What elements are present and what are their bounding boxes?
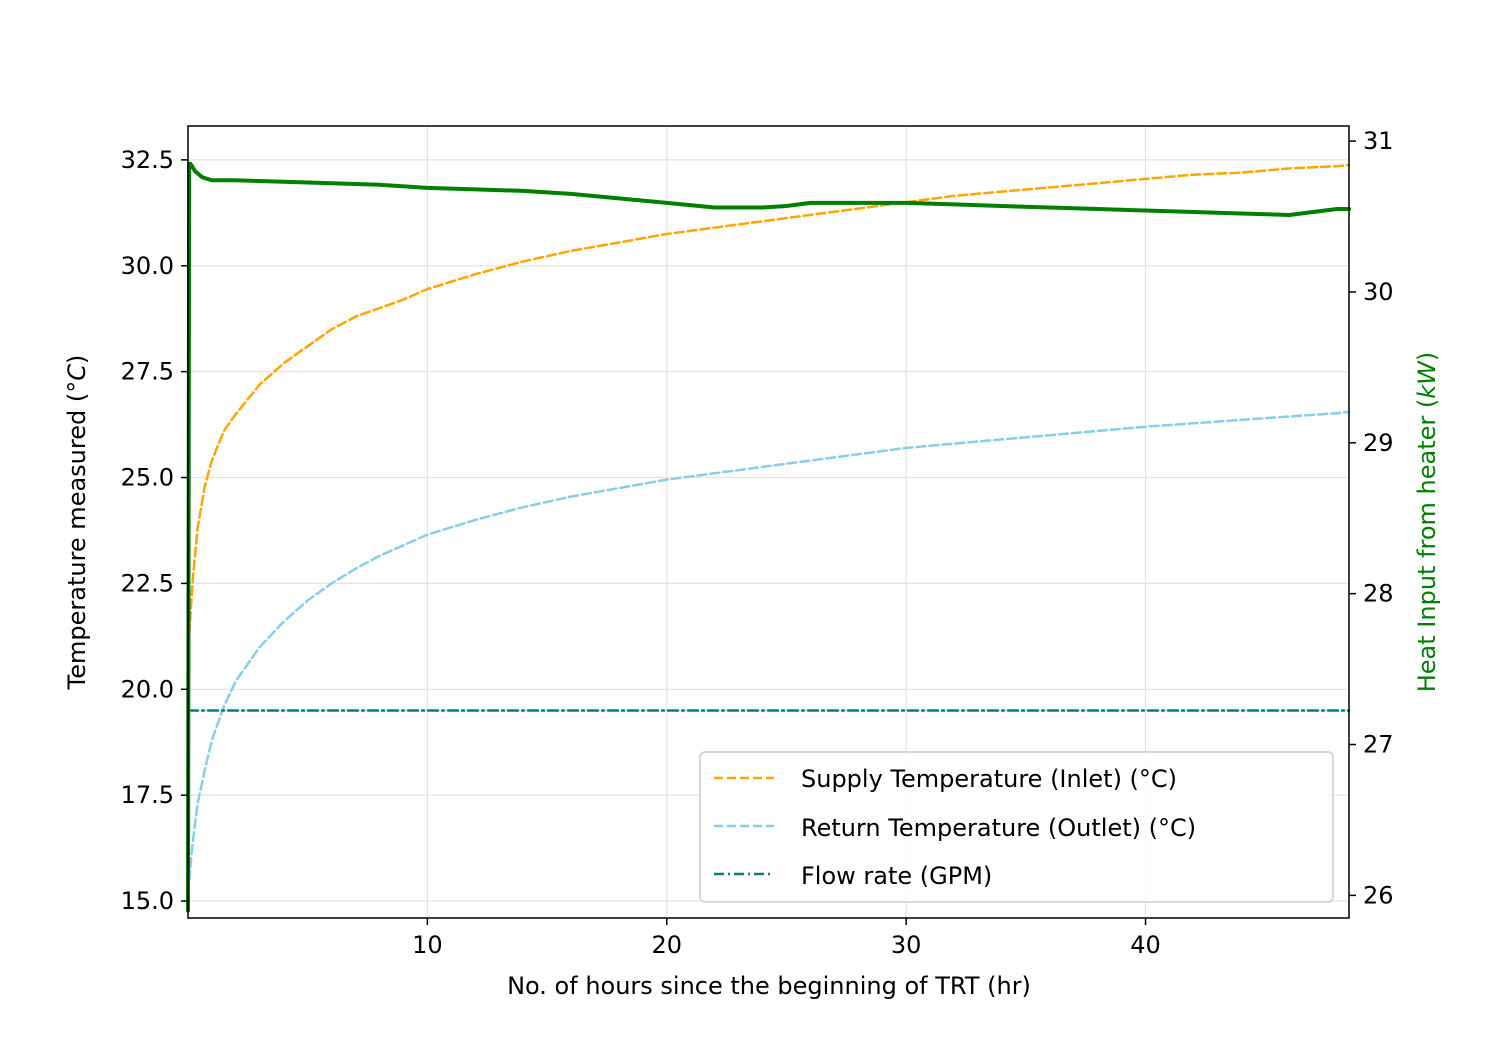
y-axis-label-unit: °C [63,364,91,393]
y2-tick-label: 29 [1363,429,1394,457]
y-tick-label: 32.5 [121,146,174,174]
y2-axis-label-unit: kW [1413,360,1441,399]
y-axis-ticks: 15.0 17.5 20.0 22.5 25.0 27.5 30.0 32.5 [121,146,188,915]
plot-frame [187,125,1350,919]
x-tick-label: 40 [1130,931,1161,959]
y-tick-label: 27.5 [121,358,174,386]
series-line-heat [186,161,1351,913]
series-layer [186,161,1351,913]
y2-tick-label: 26 [1363,881,1394,909]
y2-tick-label: 30 [1363,278,1394,306]
legend-label-supply: Supply Temperature (Inlet) (°C) [801,765,1177,793]
x-tick-label: 10 [412,931,443,959]
y2-axis-ticks: 26 27 28 29 30 31 [1349,127,1394,909]
y2-axis-label-suffix: ) [1413,352,1441,361]
y-tick-label: 22.5 [121,569,174,597]
y-axis-label-prefix: Temperature measured ( [63,393,91,691]
legend: Supply Temperature (Inlet) (°C) Return T… [699,751,1334,903]
y-tick-label: 25.0 [121,464,174,492]
series-line-supply [187,163,1351,636]
legend-box [699,751,1334,903]
x-tick-label: 30 [891,931,922,959]
y-tick-label: 17.5 [121,781,174,809]
y2-tick-label: 31 [1363,127,1394,155]
y-axis-label-suffix: ) [63,355,91,364]
y-tick-label: 20.0 [121,675,174,703]
y-tick-label: 15.0 [121,887,174,915]
y2-tick-label: 28 [1363,580,1394,608]
y2-axis-label-prefix: Heat Input from heater ( [1413,399,1441,693]
series-line-return [187,410,1351,882]
y-axis-label: Temperature measured (°C) [63,355,91,691]
x-tick-label: 20 [651,931,682,959]
x-axis-ticks: 10 20 30 40 [412,918,1161,959]
x-axis-label: No. of hours since the beginning of TRT … [507,972,1031,1000]
legend-label-flow: Flow rate (GPM) [801,862,992,890]
y-tick-label: 30.0 [121,252,174,280]
y2-axis-label: Heat Input from heater (kW) [1413,352,1441,693]
y2-tick-label: 27 [1363,731,1394,759]
legend-label-return: Return Temperature (Outlet) (°C) [801,814,1196,842]
